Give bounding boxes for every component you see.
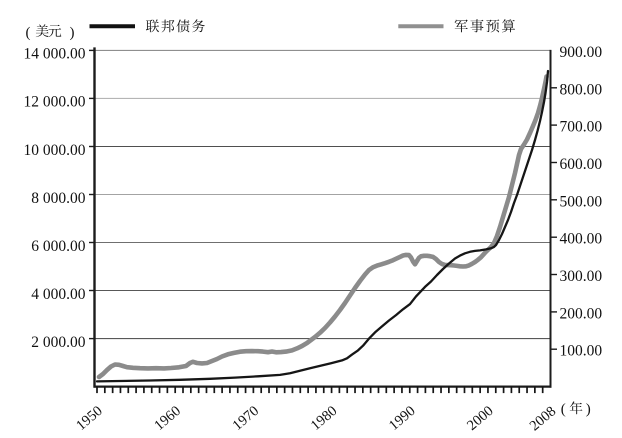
svg-text:800.00: 800.00: [560, 81, 603, 98]
svg-text:600.00: 600.00: [560, 156, 603, 173]
svg-text:8 000.00: 8 000.00: [31, 190, 86, 207]
svg-text:4 000.00: 4 000.00: [31, 286, 86, 303]
svg-text:400.00: 400.00: [560, 231, 603, 248]
svg-text:2 000.00: 2 000.00: [31, 334, 86, 351]
svg-text:(: (: [561, 402, 566, 418]
svg-text:): ): [586, 402, 591, 418]
svg-text:10 000.00: 10 000.00: [24, 142, 86, 159]
svg-text:900.00: 900.00: [560, 44, 603, 61]
svg-text:(: (: [26, 25, 31, 41]
svg-text:200.00: 200.00: [560, 305, 603, 322]
svg-text:14 000.00: 14 000.00: [24, 46, 86, 63]
svg-text:500.00: 500.00: [560, 193, 603, 210]
svg-text:): ): [70, 25, 75, 41]
svg-text:300.00: 300.00: [560, 268, 603, 285]
svg-text:100.00: 100.00: [560, 343, 603, 360]
svg-text:12 000.00: 12 000.00: [24, 94, 86, 111]
svg-text:6 000.00: 6 000.00: [31, 238, 86, 255]
svg-text:700.00: 700.00: [560, 119, 603, 136]
